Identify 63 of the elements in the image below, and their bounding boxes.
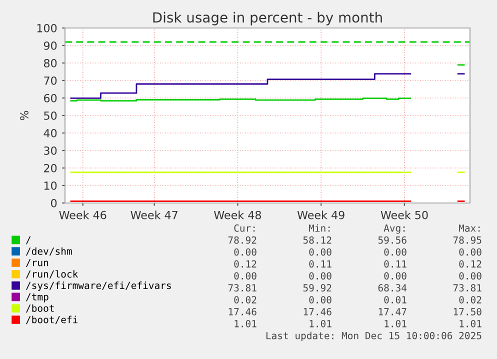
x-tick-label: Week 50	[380, 210, 428, 220]
text: Avg:	[384, 224, 405, 234]
y-tick-label: 50	[44, 111, 57, 120]
x-tick-label: Week 47	[130, 210, 178, 220]
legend-label: /dev/shm	[26, 247, 72, 256]
text: 59.92	[303, 284, 332, 292]
text: 0.11	[384, 260, 406, 268]
legend-label: /sys/firmware/efi/efivars	[26, 282, 171, 291]
text: 0.00	[459, 272, 482, 280]
text: 17.47	[378, 308, 406, 316]
text: Max:	[458, 224, 480, 232]
text: 1.01	[460, 320, 482, 328]
legend-label: /tmp	[26, 293, 48, 302]
text: 78.95	[453, 236, 482, 244]
y-tick-label: 100	[37, 24, 57, 32]
text: 0.00	[309, 272, 332, 280]
text: 0.00	[234, 272, 256, 280]
text: 0.02	[459, 296, 482, 304]
legend-label: /boot/efi	[26, 316, 78, 324]
text: 59.56	[378, 236, 406, 244]
text: 73.81	[228, 284, 256, 292]
x-tick-label: Week 46	[59, 210, 106, 220]
text: Last update: Mon Dec 15 10:00:06 2025	[266, 332, 482, 342]
text: 1.01	[384, 320, 406, 328]
text: 0.01	[384, 296, 406, 304]
text: 0.00	[234, 248, 256, 256]
x-tick-label: Week 49	[297, 210, 344, 220]
text: 0.02	[234, 296, 256, 304]
y-axis-title: %	[20, 110, 28, 120]
y-tick-label: 30	[44, 146, 57, 155]
y-tick-label: 80	[44, 58, 57, 68]
y-tick-label: 70	[44, 76, 57, 85]
text: 0.00	[384, 248, 406, 256]
text: Min:	[308, 224, 330, 232]
text: 17.50	[454, 308, 482, 316]
text: 0.00	[309, 248, 332, 256]
text: 0.12	[459, 260, 482, 268]
text: 73.81	[453, 284, 482, 292]
text: 17.46	[228, 308, 256, 316]
text: 58.12	[303, 236, 332, 244]
text: 0.11	[309, 260, 332, 268]
y-tick-label: 40	[44, 128, 57, 138]
text: 1.01	[234, 320, 256, 328]
y-tick-label: 20	[44, 164, 57, 172]
text: 0.00	[384, 272, 406, 280]
y-tick-label: 90	[44, 41, 57, 50]
legend-label: /	[26, 236, 31, 244]
text: 1.01	[310, 320, 332, 328]
text: 0.00	[309, 296, 332, 304]
y-tick-label: 60	[44, 94, 57, 102]
legend-label: /run/lock	[26, 270, 78, 278]
y-tick-label: 10	[44, 181, 57, 190]
text: 0.12	[234, 260, 256, 268]
y-tick-label: 0	[51, 198, 57, 208]
legend-label: /run	[26, 259, 48, 268]
text: 17.46	[304, 308, 332, 316]
text: 68.34	[378, 284, 407, 292]
x-tick-label: Week 48	[214, 210, 262, 220]
chart-title: Disk usage in percent - by month	[153, 12, 382, 26]
text: 0.00	[459, 248, 482, 256]
text: 78.92	[228, 236, 256, 244]
legend-label: /boot	[26, 304, 54, 313]
text: Cur:	[234, 224, 255, 232]
